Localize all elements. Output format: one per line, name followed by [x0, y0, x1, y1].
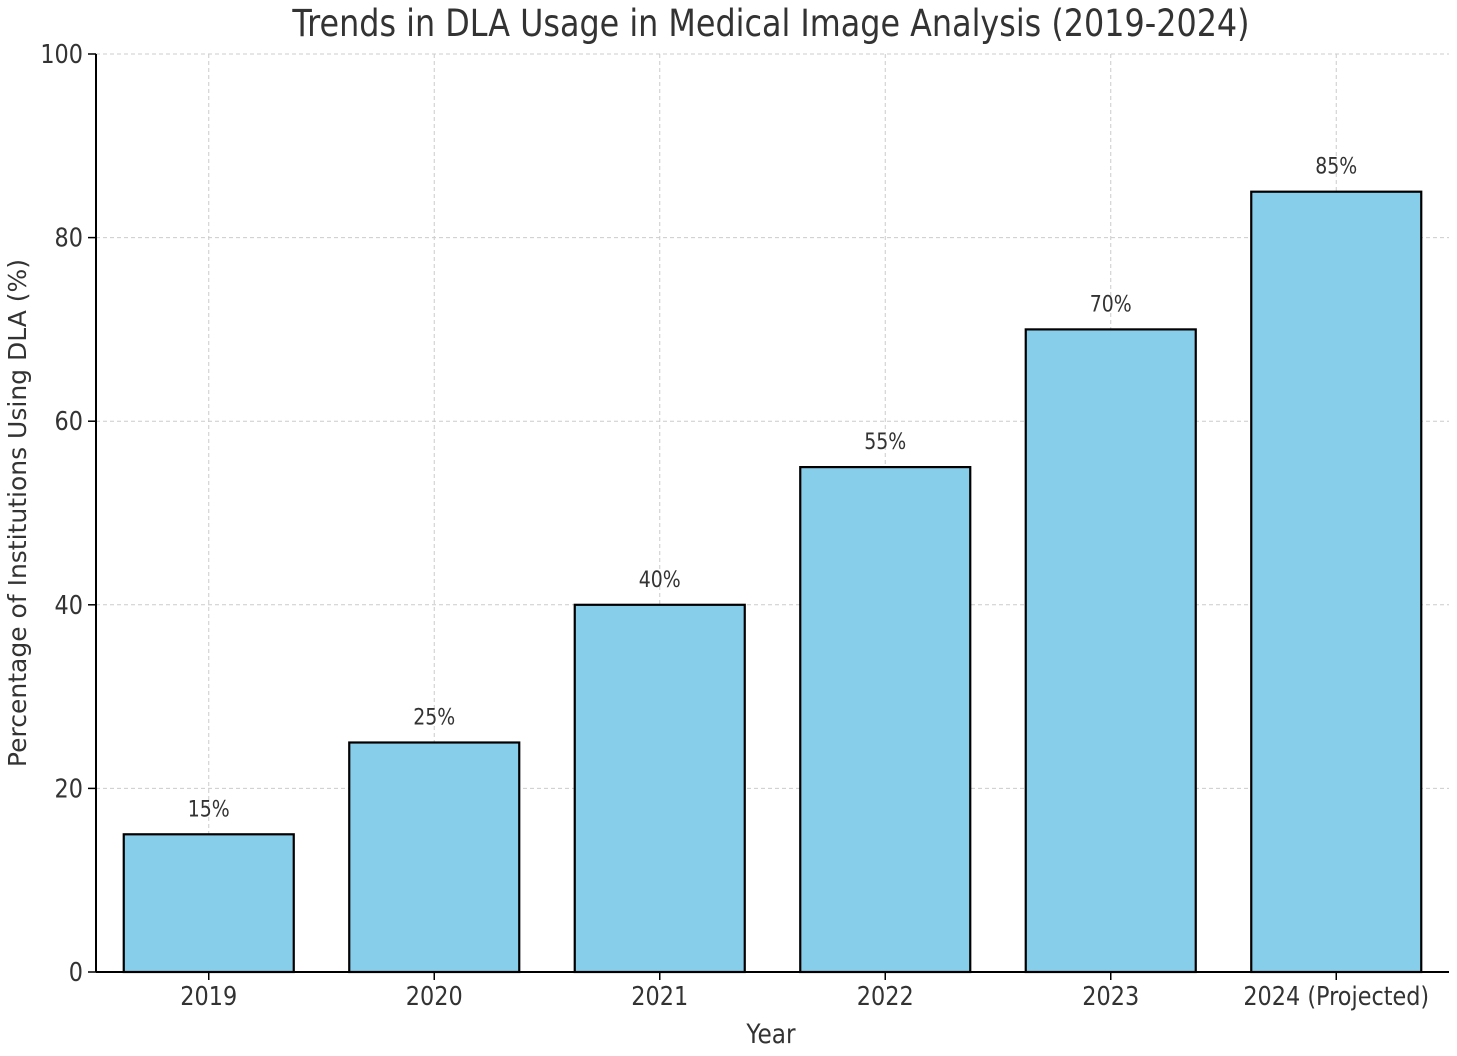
data-label: 15% — [188, 796, 230, 822]
x-tick-label: 2020 — [406, 980, 463, 1011]
bar-2023 — [1024, 328, 1197, 974]
x-axis-label: Year — [746, 1018, 797, 1049]
data-label: 55% — [864, 429, 906, 455]
y-tick-label: 100 — [40, 38, 83, 69]
data-label: 85% — [1315, 153, 1357, 179]
labels-layer: 0 20 40 60 80 100 2019 15% 2020 25% 2021 40% 2022 55%… — [40, 38, 1429, 1011]
bar-2020 — [348, 741, 521, 974]
y-tick-label: 20 — [55, 773, 83, 804]
chart-title: Trends in DLA Usage in Medical Image Ana… — [291, 3, 1249, 46]
x-tick-label: 2024 (Projected) — [1243, 980, 1429, 1011]
y-tick-label: 80 — [55, 222, 83, 253]
x-tick-label: 2023 — [1082, 980, 1139, 1011]
x-tick-label: 2019 — [180, 980, 237, 1011]
y-tick-label: 0 — [69, 956, 83, 987]
x-tick-label: 2022 — [857, 980, 914, 1011]
bar-2021 — [573, 603, 746, 974]
data-label: 40% — [639, 566, 681, 592]
axes-layer — [88, 53, 1449, 980]
bars-layer — [122, 190, 1423, 974]
data-label: 25% — [413, 704, 455, 730]
bar-2024 — [1250, 190, 1423, 974]
y-tick-label: 60 — [55, 406, 83, 437]
bar-2019 — [122, 833, 295, 974]
grid-layer — [96, 53, 1449, 973]
y-axis-label: Percentage of Institutions Using DLA (%) — [3, 259, 32, 767]
y-tick-label: 40 — [55, 589, 83, 620]
data-label: 70% — [1090, 291, 1132, 317]
bar-2022 — [799, 466, 972, 974]
x-tick-label: 2021 — [631, 980, 688, 1011]
